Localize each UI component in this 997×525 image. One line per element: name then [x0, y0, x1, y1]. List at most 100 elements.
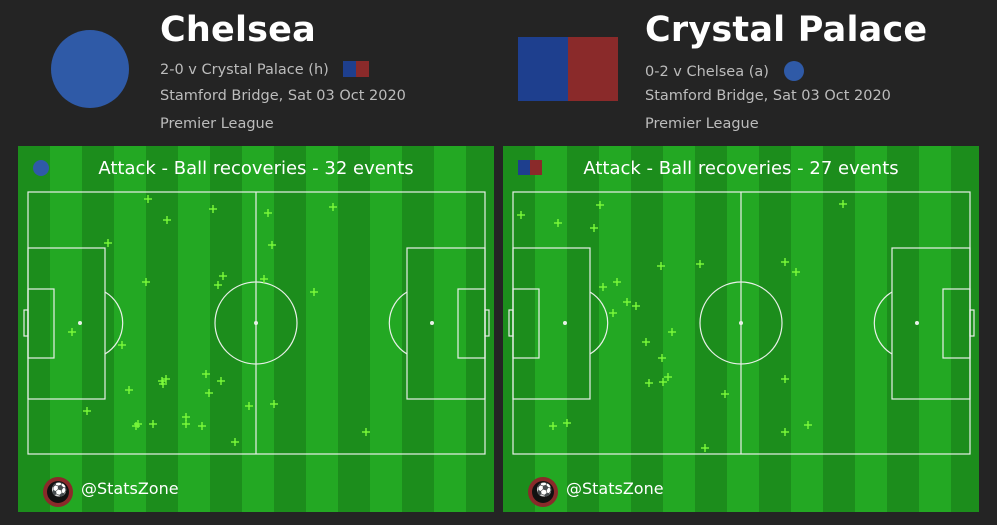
- ball-recovery-marker: [198, 422, 206, 430]
- ball-recovery-marker: [231, 438, 239, 446]
- penalty-spot-right: [915, 321, 919, 325]
- ball-recovery-marker: [219, 272, 227, 280]
- goal-left: [508, 309, 514, 337]
- ball-recovery-marker: [362, 428, 370, 436]
- ball-recovery-marker: [125, 386, 133, 394]
- ball-recovery-marker: [134, 420, 142, 428]
- penalty-spot-left: [78, 321, 82, 325]
- penalty-area-right: [406, 247, 486, 400]
- opponent-flag-icon: [343, 61, 370, 77]
- ball-recovery-marker: [329, 203, 337, 211]
- ball-recovery-marker: [214, 281, 222, 289]
- chelsea-emblem-icon: [51, 30, 129, 108]
- centre-spot: [739, 321, 743, 325]
- penalty-area-left: [27, 247, 106, 400]
- ball-recovery-marker: [804, 421, 812, 429]
- penalty-arc-left: [589, 291, 609, 355]
- ball-recovery-marker: [596, 201, 604, 209]
- opponent-circle-icon: [783, 61, 804, 81]
- penalty-spot-right: [430, 321, 434, 325]
- ball-recovery-marker: [658, 354, 666, 362]
- pitch-panel-crystal-palace: Attack - Ball recoveries - 27 events ⚽ @…: [503, 146, 979, 512]
- ball-recovery-marker: [144, 195, 152, 203]
- ball-recovery-marker: [563, 419, 571, 427]
- competition: Premier League: [645, 116, 759, 132]
- goal-area-left: [27, 288, 55, 359]
- statszone-logo-icon: ⚽: [528, 477, 558, 507]
- ball-recovery-marker: [549, 422, 557, 430]
- panel-title: Attack - Ball recoveries - 27 events: [583, 158, 899, 179]
- ball-recovery-marker: [609, 309, 617, 317]
- ball-recovery-marker: [270, 400, 278, 408]
- ball-recovery-marker: [701, 444, 709, 452]
- ball-recovery-marker: [260, 275, 268, 283]
- ball-recovery-marker: [217, 377, 225, 385]
- statszone-logo-icon: ⚽: [43, 477, 73, 507]
- ball-recovery-marker: [664, 373, 672, 381]
- crystal-palace-flag-icon: [518, 160, 542, 175]
- ball-recovery-marker: [623, 298, 631, 306]
- ball-recovery-marker: [142, 278, 150, 286]
- ball-recovery-marker: [839, 200, 847, 208]
- ball-recovery-marker: [613, 278, 621, 286]
- ball-recovery-marker: [149, 420, 157, 428]
- penalty-area-left: [512, 247, 591, 400]
- ball-recovery-marker: [792, 268, 800, 276]
- ball-recovery-marker: [659, 378, 667, 386]
- venue-date: Stamford Bridge, Sat 03 Oct 2020: [645, 88, 891, 104]
- match-result: 0-2 v Chelsea (a): [645, 61, 804, 81]
- centre-circle: [214, 281, 298, 365]
- goal-area-right: [942, 288, 971, 359]
- penalty-spot-left: [563, 321, 567, 325]
- goal-area-right: [457, 288, 486, 359]
- ball-recovery-marker: [657, 262, 665, 270]
- ball-recovery-marker: [781, 428, 789, 436]
- ball-recovery-marker: [645, 379, 653, 387]
- ball-recovery-marker: [632, 302, 640, 310]
- penalty-arc-right: [388, 291, 408, 355]
- match-result: 2-0 v Crystal Palace (h): [160, 61, 370, 78]
- penalty-area-right: [891, 247, 971, 400]
- team-name: Chelsea: [160, 10, 316, 50]
- ball-recovery-marker: [205, 389, 213, 397]
- competition: Premier League: [160, 116, 274, 132]
- ball-recovery-marker: [310, 288, 318, 296]
- result-text: 0-2 v Chelsea (a): [645, 64, 769, 80]
- ball-recovery-marker: [696, 260, 704, 268]
- goal-right: [484, 309, 490, 337]
- ball-recovery-marker: [118, 341, 126, 349]
- ball-recovery-marker: [781, 375, 789, 383]
- ball-recovery-marker: [781, 258, 789, 266]
- pitch-diagram: [23, 191, 490, 455]
- ball-recovery-marker: [268, 241, 276, 249]
- ball-recovery-marker: [517, 211, 525, 219]
- centre-spot: [254, 321, 258, 325]
- ball-recovery-marker: [104, 239, 112, 247]
- ball-recovery-marker: [264, 209, 272, 217]
- ball-recovery-marker: [721, 390, 729, 398]
- centre-circle: [699, 281, 783, 365]
- venue-date: Stamford Bridge, Sat 03 Oct 2020: [160, 88, 406, 104]
- ball-recovery-marker: [68, 328, 76, 336]
- ball-recovery-marker: [159, 380, 167, 388]
- goal-area-left: [512, 288, 540, 359]
- ball-recovery-marker: [83, 407, 91, 415]
- ball-recovery-marker: [554, 219, 562, 227]
- statszone-handle: @StatsZone: [566, 479, 664, 498]
- result-text: 2-0 v Crystal Palace (h): [160, 62, 329, 78]
- ball-recovery-marker: [209, 205, 217, 213]
- pitch-diagram: [508, 191, 975, 455]
- ball-recovery-marker: [163, 216, 171, 224]
- ball-recovery-marker: [599, 283, 607, 291]
- ball-recovery-marker: [245, 402, 253, 410]
- ball-recovery-marker: [132, 422, 140, 430]
- chelsea-emblem-icon: [33, 160, 49, 176]
- panel-title: Attack - Ball recoveries - 32 events: [98, 158, 414, 179]
- ball-recovery-marker: [202, 370, 210, 378]
- ball-recovery-marker: [590, 224, 598, 232]
- statszone-handle: @StatsZone: [81, 479, 179, 498]
- crystal-palace-flag-icon: [518, 37, 618, 101]
- team-name: Crystal Palace: [645, 10, 928, 50]
- ball-recovery-marker: [668, 328, 676, 336]
- goal-right: [969, 309, 975, 337]
